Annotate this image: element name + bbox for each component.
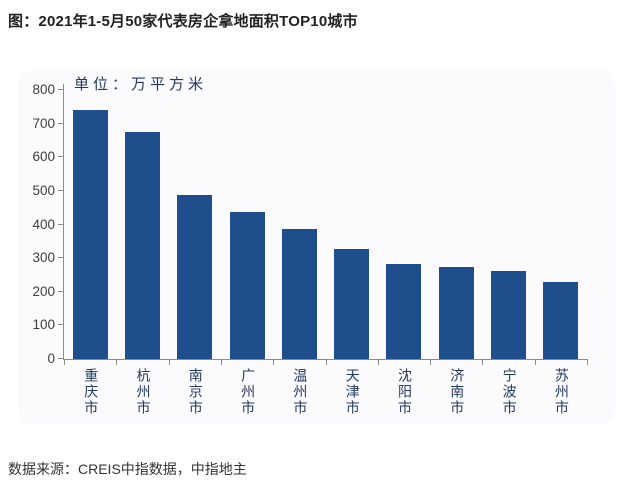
y-tick — [58, 257, 63, 259]
bar — [124, 132, 160, 359]
y-tick-label: 500 — [32, 182, 55, 198]
x-tick — [482, 359, 484, 365]
y-tick — [58, 156, 63, 158]
x-axis-label: 济南市 — [430, 368, 482, 416]
y-tick — [58, 324, 63, 326]
x-axis-label-text: 南京市 — [186, 368, 203, 416]
x-tick — [534, 359, 536, 365]
bar — [177, 195, 213, 359]
x-tick — [168, 359, 170, 365]
x-axis-label: 广州市 — [221, 368, 273, 416]
y-tick — [58, 358, 63, 359]
bar — [543, 282, 579, 359]
y-tick-label: 300 — [32, 250, 55, 266]
y-tick-label: 100 — [32, 317, 55, 333]
x-tick — [220, 359, 222, 365]
y-tick-label: 800 — [32, 82, 55, 97]
x-tick — [64, 359, 65, 365]
figure-title: 图：2021年1-5月50家代表房企拿地面积TOP10城市 — [8, 13, 358, 30]
y-tick-label: 200 — [32, 283, 55, 299]
bar — [229, 212, 265, 359]
x-axis-label: 沈阳市 — [378, 368, 430, 416]
x-axis-label: 宁波市 — [482, 368, 534, 416]
plot-area: 单位：万平方米 0 100 200 300 400 500 600 700 800 重庆市 杭州市 南… — [32, 75, 588, 416]
x-tick — [273, 359, 275, 365]
y-tick-label: 700 — [32, 115, 55, 131]
x-tick — [377, 359, 379, 365]
bar — [334, 249, 370, 359]
x-tick — [116, 359, 118, 365]
x-axis-label: 天津市 — [326, 368, 378, 416]
y-tick-label: 600 — [32, 149, 55, 165]
x-axis-label: 苏州市 — [535, 368, 587, 416]
x-axis-label: 杭州市 — [116, 368, 168, 416]
bar — [491, 271, 527, 359]
y-tick — [58, 122, 63, 124]
x-axis-label-text: 广州市 — [239, 368, 256, 416]
y-tick — [58, 223, 63, 225]
bar — [281, 229, 317, 359]
x-axis-label-text: 苏州市 — [552, 368, 569, 416]
y-tick-label: 400 — [32, 216, 55, 232]
y-tick — [58, 89, 63, 90]
y-tick-label: 0 — [47, 351, 55, 366]
x-axis-label: 温州市 — [273, 368, 325, 416]
y-tick — [58, 189, 63, 191]
x-tick — [430, 359, 432, 365]
data-source: 数据来源：CREIS中指数据，中指地主 — [8, 461, 247, 477]
x-axis-label: 南京市 — [169, 368, 221, 416]
x-axis-label-text: 重庆市 — [82, 368, 99, 416]
x-axis-label-text: 沈阳市 — [395, 368, 412, 416]
x-axis-label-text: 杭州市 — [134, 368, 151, 416]
bar — [386, 264, 422, 359]
x-axis-label: 重庆市 — [64, 368, 116, 416]
unit-label: 单位：万平方米 — [74, 75, 208, 93]
x-axis-label-text: 宁波市 — [500, 368, 517, 416]
x-axis-label-text: 天津市 — [343, 368, 360, 416]
bar — [438, 267, 474, 359]
chart-card: 单位：万平方米 0 100 200 300 400 500 600 700 800 重庆市 杭州市 南… — [18, 70, 615, 424]
x-tick — [325, 359, 327, 365]
x-axis-label-text: 温州市 — [291, 368, 308, 416]
x-tick — [587, 359, 588, 365]
x-axis-label-text: 济南市 — [448, 368, 465, 416]
bar — [72, 110, 108, 359]
y-tick — [58, 290, 63, 292]
